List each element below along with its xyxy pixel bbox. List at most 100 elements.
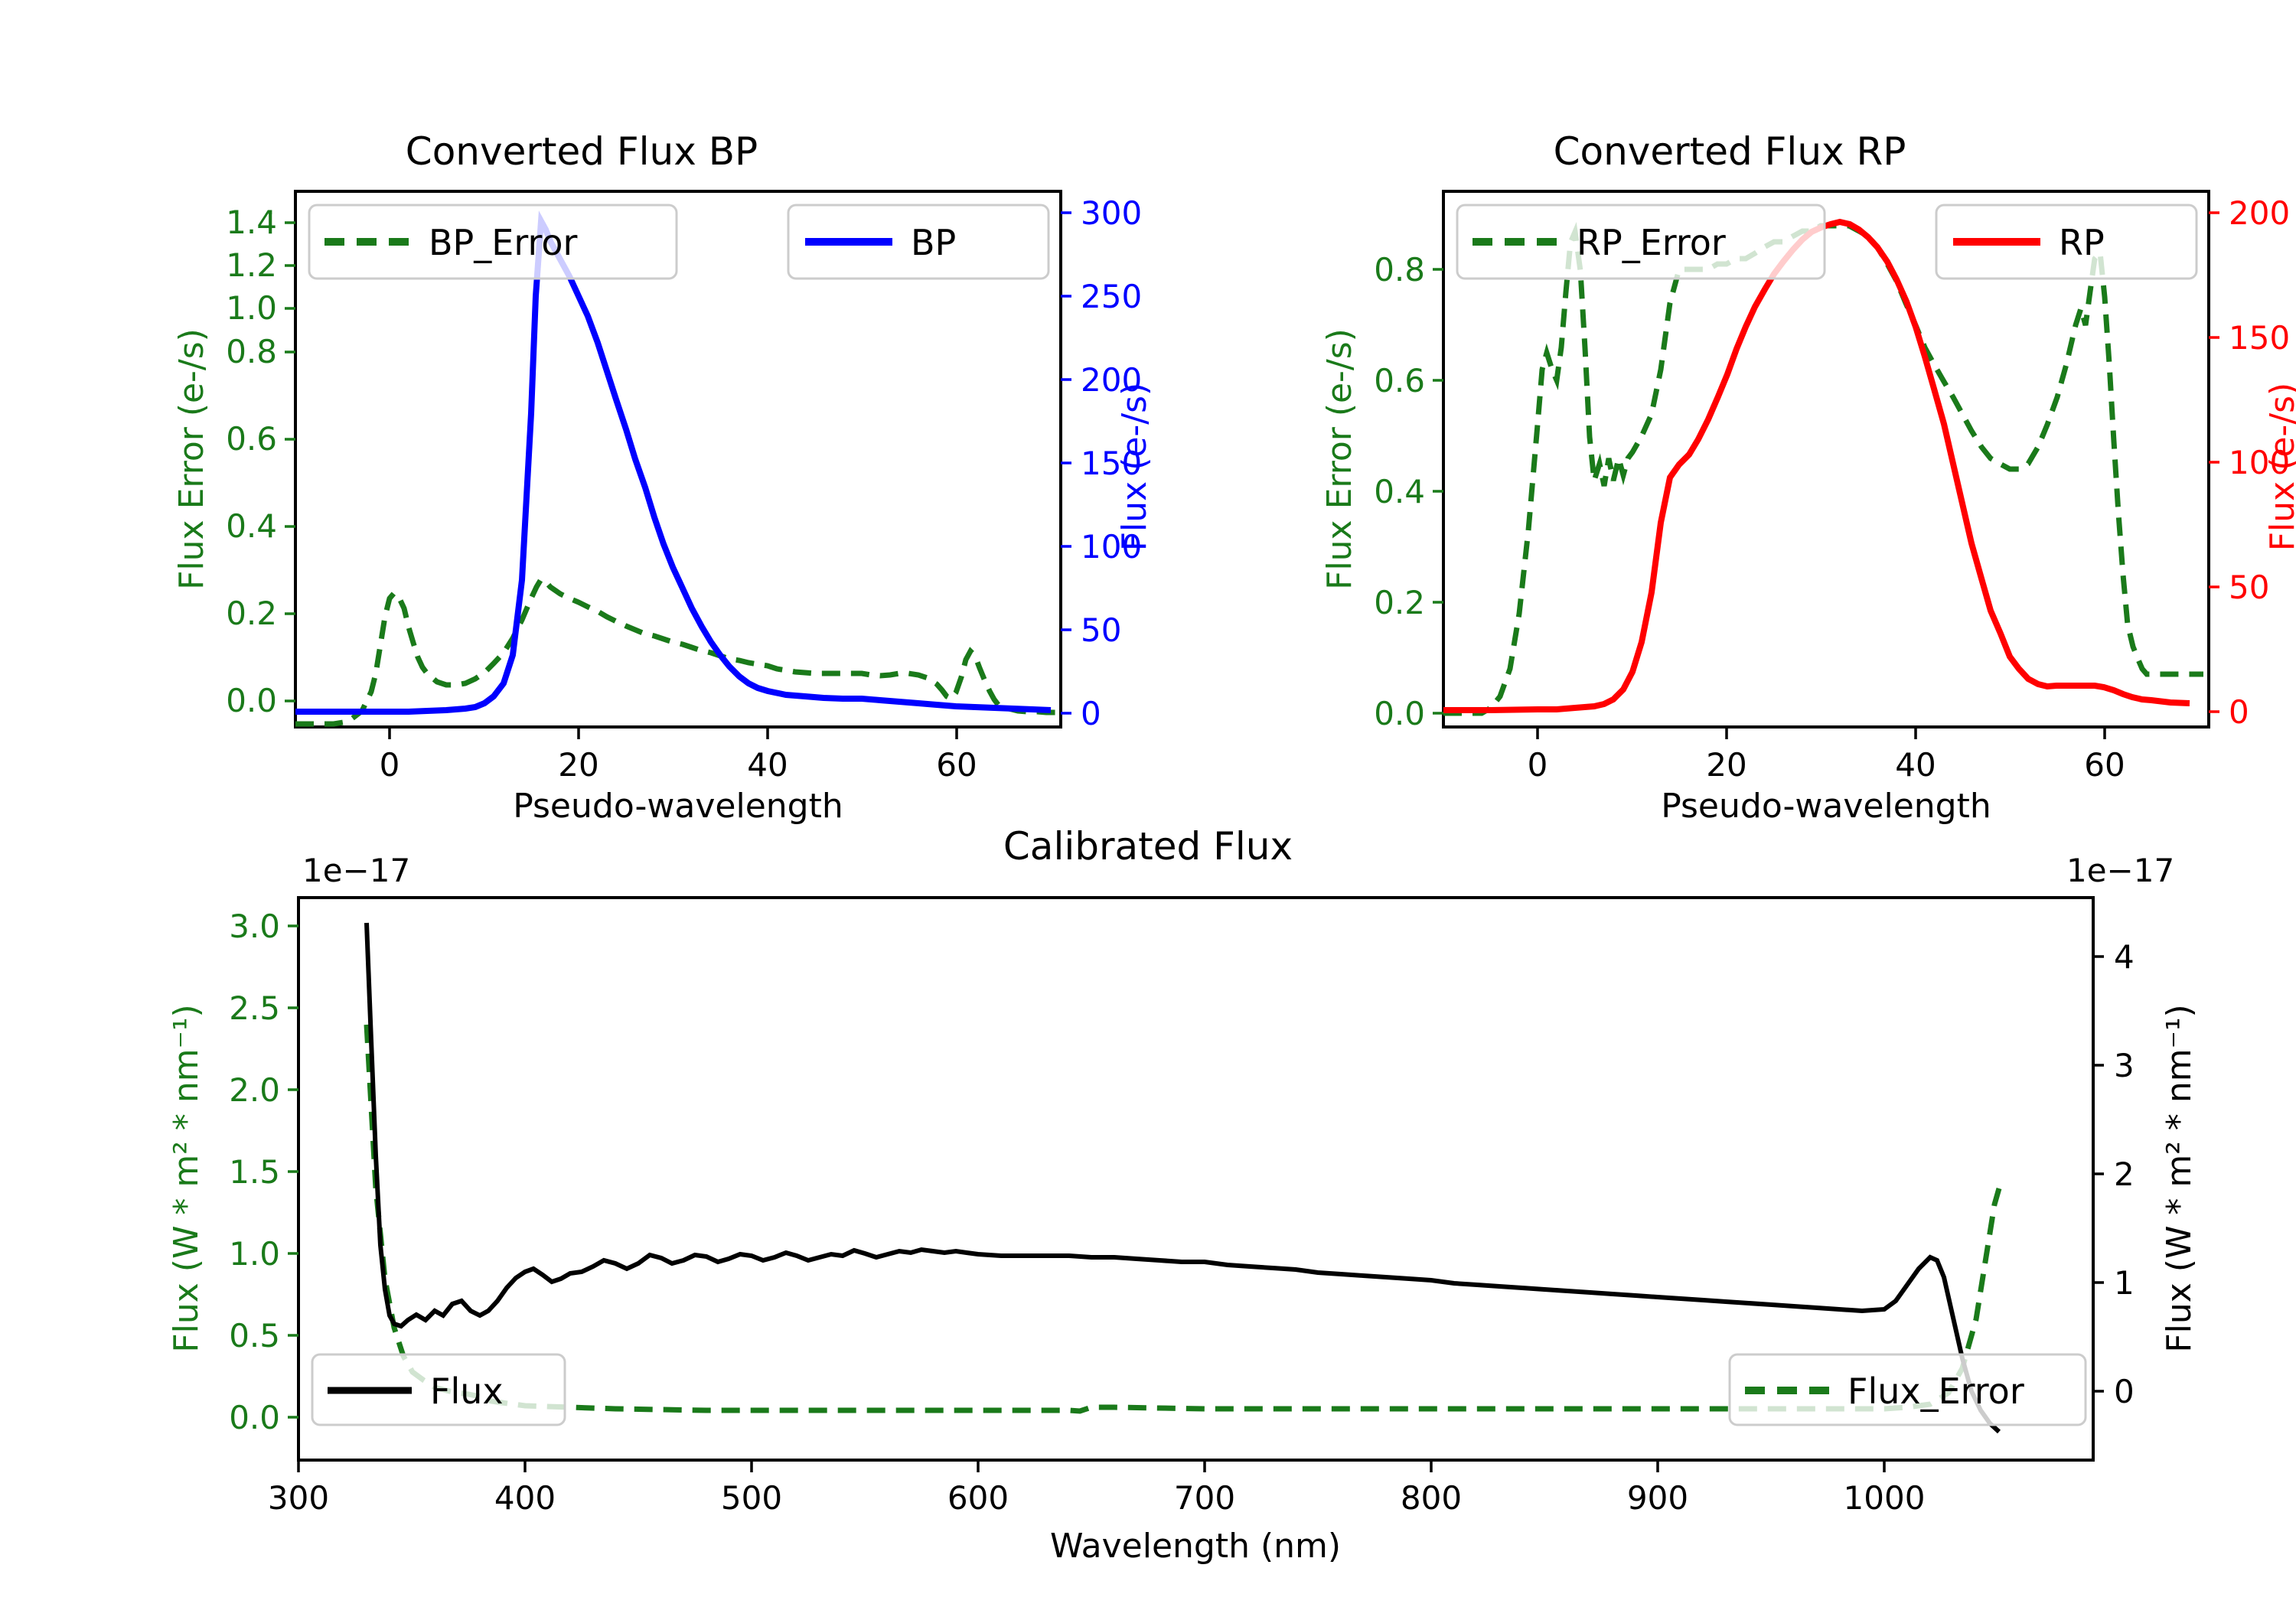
rp-title: Converted Flux RP <box>1554 129 1906 174</box>
cal-xtick-700: 700 <box>1174 1479 1235 1517</box>
bp-legend-flux-label: BP <box>911 222 956 263</box>
rp-ytick-0p4: 0.4 <box>1374 473 1425 510</box>
bp-xtick-40: 40 <box>747 746 788 784</box>
cal-rtick-2: 2 <box>2114 1156 2135 1193</box>
panel-calibrated-flux: Calibrated Flux 1e−17 1e−17 3.0 2.5 2.0 … <box>0 811 2296 1607</box>
calibrated-right-ticks: 4 3 2 1 0 <box>2093 938 2135 1410</box>
rp-xlabel: Pseudo-wavelength <box>1661 787 1991 826</box>
rp-legend-error[interactable]: RP_Error <box>1456 204 1826 280</box>
bp-rtick-0: 0 <box>1081 695 1101 732</box>
bp-xtick-20: 20 <box>558 746 598 784</box>
bp-ylabel-0p8: 0.8 <box>226 333 277 370</box>
calibrated-x-ticks: 300 400 500 600 700 800 900 1000 <box>268 1460 1926 1517</box>
calibrated-axes-frame <box>297 896 2095 1462</box>
bp-ylabel-0p6: 0.6 <box>226 420 277 458</box>
calibrated-title: Calibrated Flux <box>1003 824 1293 869</box>
rp-ytick-0p0: 0.0 <box>1374 695 1425 732</box>
calibrated-svg: Calibrated Flux 1e−17 1e−17 3.0 2.5 2.0 … <box>167 824 2199 1566</box>
bp-ylabel-0p0: 0.0 <box>226 682 277 719</box>
rp-xtick-20: 20 <box>1706 746 1746 784</box>
bp-xtick-0: 0 <box>380 746 400 784</box>
bp-flux-series <box>295 210 1052 715</box>
calibrated-ylabel-left: Flux (W * m² * nm⁻¹) <box>167 1004 206 1352</box>
cal-xtick-300: 300 <box>268 1479 329 1517</box>
bp-legend-error[interactable]: BP_Error <box>308 204 678 280</box>
rp-right-ticks: 200 150 100 50 0 <box>2209 194 2290 731</box>
bp-ylabel-left: Flux Error (e-/s) <box>172 328 211 590</box>
bp-ylabel-right: Flux (e-/s) <box>1115 383 1154 551</box>
cal-xtick-1000: 1000 <box>1844 1479 1926 1517</box>
bp-rtick-250: 250 <box>1081 278 1142 315</box>
rp-left-ticks: 0.8 0.6 0.4 0.2 0.0 <box>1374 251 1443 732</box>
rp-flux-series <box>1443 218 2190 713</box>
calibrated-legend-flux[interactable]: Flux <box>311 1353 566 1426</box>
cal-xtick-800: 800 <box>1401 1479 1462 1517</box>
bp-right-ticks: 300 250 200 150 100 50 0 <box>1061 194 1142 732</box>
bp-legend-flux[interactable]: BP <box>787 204 1050 280</box>
rp-x-ticks: 0 20 40 60 <box>1528 727 2125 784</box>
cal-ytick-2p0: 2.0 <box>229 1071 280 1109</box>
bp-ylabel-0p2: 0.2 <box>226 595 277 632</box>
cal-ytick-1p0: 1.0 <box>229 1235 280 1273</box>
rp-ytick-0p2: 0.2 <box>1374 584 1425 621</box>
calibrated-flux-series <box>364 922 2001 1434</box>
bp-svg: Converted Flux BP 1.4 1.2 1.0 0.8 0.6 0.… <box>172 129 1154 826</box>
cal-xtick-900: 900 <box>1627 1479 1688 1517</box>
bp-rtick-150: 150 <box>1081 445 1142 482</box>
rp-rtick-100: 100 <box>2229 444 2290 481</box>
bp-ylabel-1p2: 1.2 <box>226 246 277 284</box>
panel-converted-flux-bp: Converted Flux BP 1.4 1.2 1.0 0.8 0.6 0.… <box>0 0 1154 826</box>
bp-left-ticklabels-fix: 1.4 1.2 1.0 0.8 0.6 0.4 0.2 0.0 <box>191 204 283 719</box>
cal-ytick-1p5: 1.5 <box>229 1153 280 1191</box>
rp-error-series <box>1443 222 2203 716</box>
bp-title: Converted Flux BP <box>406 129 758 174</box>
calibrated-error-series <box>364 1024 2002 1414</box>
cal-ytick-2p5: 2.5 <box>229 989 280 1027</box>
calibrated-offset-left: 1e−17 <box>302 852 410 889</box>
rp-legend-error-label: RP_Error <box>1577 222 1726 263</box>
rp-ytick-0p8: 0.8 <box>1374 251 1425 288</box>
cal-ytick-3p0: 3.0 <box>229 908 280 945</box>
rp-axes-frame <box>1442 190 2210 729</box>
rp-ytick-0p6: 0.6 <box>1374 362 1425 399</box>
calibrated-legend-error[interactable]: Flux_Error <box>1728 1353 2087 1426</box>
cal-xtick-400: 400 <box>494 1479 556 1517</box>
cal-rtick-4: 4 <box>2114 938 2135 976</box>
bp-rtick-200: 200 <box>1081 361 1142 399</box>
bp-ylabel-1p0: 1.0 <box>226 289 277 327</box>
rp-xtick-0: 0 <box>1528 746 1548 784</box>
bp-legend-error-label: BP_Error <box>429 222 578 263</box>
bp-rtick-50: 50 <box>1081 611 1121 649</box>
calibrated-offset-right: 1e−17 <box>2066 852 2174 889</box>
rp-rtick-200: 200 <box>2229 194 2290 232</box>
rp-ylabel-left: Flux Error (e-/s) <box>1320 328 1359 590</box>
bp-error-series <box>295 575 1061 727</box>
cal-ytick-0p0: 0.0 <box>229 1399 280 1436</box>
bp-rtick-100: 100 <box>1081 528 1142 566</box>
bp-ylabel-0p4: 0.4 <box>226 507 277 545</box>
rp-legend-flux-label: RP <box>2059 222 2105 263</box>
cal-rtick-0: 0 <box>2114 1373 2135 1410</box>
rp-ylabel-right: Flux (e-/s) <box>2263 383 2296 551</box>
cal-rtick-3: 3 <box>2114 1047 2135 1084</box>
rp-xtick-60: 60 <box>2084 746 2125 784</box>
rp-rtick-150: 150 <box>2229 319 2290 357</box>
bp-rtick-300: 300 <box>1081 194 1142 232</box>
calibrated-ylabel-right: Flux (W * m² * nm⁻¹) <box>2160 1004 2199 1352</box>
bp-x-ticks: 0 20 40 60 <box>380 727 977 784</box>
rp-rtick-0: 0 <box>2229 693 2249 731</box>
cal-rtick-1: 1 <box>2114 1264 2135 1302</box>
bp-ylabel-1p4: 1.4 <box>226 204 277 241</box>
rp-xtick-40: 40 <box>1895 746 1936 784</box>
calibrated-xlabel: Wavelength (nm) <box>1050 1527 1341 1566</box>
cal-ytick-0p5: 0.5 <box>229 1317 280 1354</box>
cal-xtick-600: 600 <box>947 1479 1009 1517</box>
calibrated-left-ticks: 3.0 2.5 2.0 1.5 1.0 0.5 0.0 <box>229 908 298 1436</box>
bp-xtick-60: 60 <box>936 746 977 784</box>
bp-xlabel: Pseudo-wavelength <box>513 787 843 826</box>
rp-legend-flux[interactable]: RP <box>1935 204 2198 280</box>
rp-svg: Converted Flux RP 0.8 0.6 0.4 0.2 0.0 Fl… <box>1320 129 2296 826</box>
calibrated-legend-flux-label: Flux <box>430 1371 504 1412</box>
bp-axes-frame <box>294 190 1062 729</box>
